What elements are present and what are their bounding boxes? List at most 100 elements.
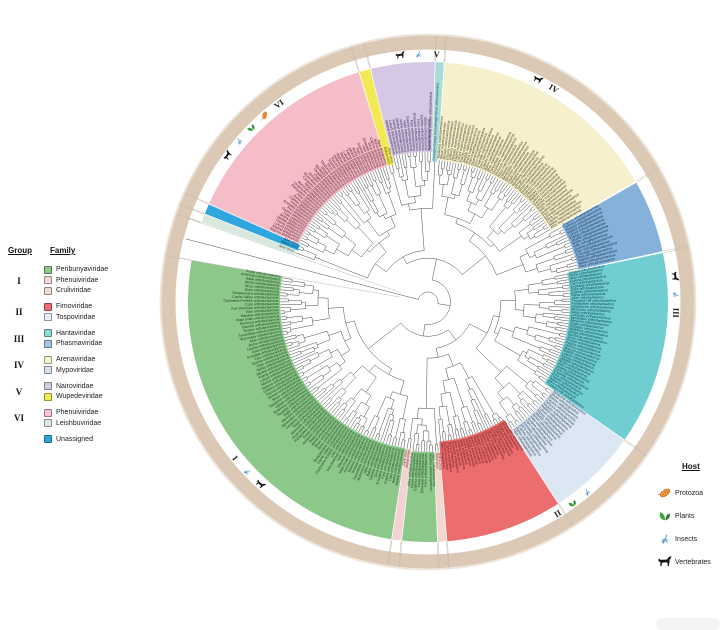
leaf-label: Dera orthonairovirus [416,119,422,151]
legend-family-item: Mypoviridae [44,366,94,375]
leaf-label: Dera emaravirus [448,441,456,467]
legend-family-item: Peribunyaviridae [44,265,108,274]
leaf-label: Nairobi sheep disease orthonairovirus [428,91,433,150]
leaf-label: Sororoca orthobunyavirus [239,317,280,326]
leaf-label: Macaua orthobunyavirus [241,311,280,318]
plant-icon [247,124,255,131]
legend-family-label: Nairoviridae [56,382,94,390]
leaf-label: Benevides orthohantavirus [570,315,612,324]
group-ring-label-II: II [552,507,563,519]
insect-icon [661,534,670,544]
sector-phenuiviridae-1 [392,448,412,541]
leaf-label: Bunyamwera orthobunyavirus [232,291,279,297]
leaf-label: Bahia emaravirus [443,442,450,470]
leaf-label: Faro orthohantavirus [570,278,603,286]
legend-family-label: Unassigned [56,435,93,443]
vertebrate-icon [395,50,405,59]
leaf-label: Bahia virus [383,147,392,165]
leaf-label: Bahia virus [437,453,442,471]
sector-peribunyaviridae-0 [188,260,406,540]
root-gap-edges [179,218,402,298]
leaf-label: Anhembi orthobunyavirus [241,272,281,282]
group-ring-label-I: I [230,454,240,463]
leaf-label: Madrid mammarenavirus [453,123,465,162]
legend-swatch [44,276,52,284]
leaf-label: Cachoeira Porteira orthobunyavirus [223,299,278,303]
sector-cruliviridae-3 [434,451,447,542]
legend-swatch [44,366,52,374]
leaf-label: Guama orthonairovirus [405,116,413,152]
leaf-label: Abre orthobunyavirus [407,452,414,486]
legend-family-label: Cruliviridae [56,287,92,294]
leaf-label: Dera orthobunyavirus [417,453,422,487]
sector-tospoviridae-5 [510,389,625,504]
leaf-label: Hato orthobunyavirus [431,453,436,487]
outer-ring-edge [159,33,697,571]
leaf-label: Faro orthobunyavirus [381,446,393,479]
corner-artifact [656,618,720,630]
legend-family-label: Phenuiviridae [56,276,99,284]
leaf-label: Oropouche orthohantavirus [571,304,614,310]
protozoa-icon [658,488,671,498]
leaf-label: Kairi orthobunyavirus [246,308,279,314]
legend-swatch [44,419,52,427]
leaf-label: Prospect Hill orthohantavirus [571,299,616,303]
leaf-label: Abre orthonairovirus [427,119,431,151]
legend-family-item: Hantaviridae [44,329,95,338]
leaf-label: Main Drain orthobunyavirus [236,314,279,322]
sector-unassigned-13 [204,204,301,251]
leaf-label: Bahia virus [281,239,299,249]
leaf-label: Abre orthobunyavirus [249,332,283,343]
leaf-label: Abre emaravirus [440,443,446,469]
legend-family-item: Phenuiviridae [44,408,98,417]
group-ring-label-V: V [433,49,440,59]
leaf-label: Faro orthobunyavirus [424,453,428,486]
leaf-label: Pahayokee orthohantavirus [571,302,614,307]
leaf-label: Fort Sherman orthobunyavirus [231,305,279,311]
leaf-label: Caimito orthonairovirus [420,115,425,151]
sector-phasmaviridae-7 [561,182,663,270]
legend-family-item: Cruliviridae [44,286,91,295]
legend-family-item: Arenaviridae [44,355,95,364]
leaf-label: Ilesha emaravirus [462,438,473,466]
leaf-label: Shuni mammarenavirus [439,122,447,159]
legend-family-item: Fimoviridae [44,302,92,311]
plant-icon [568,500,576,507]
leaf-label: Hato orthonairovirus [402,120,410,152]
host-legend-label: Vertebrates [675,558,711,566]
legend-family-label: Phasmaviridae [56,340,103,347]
legend-group-header: Group [8,246,32,255]
leaf-label: Acara orthobunyavirus [246,269,281,279]
leaf-label: Abre virus [402,449,408,465]
leaf-label: Faro orthonairovirus [409,120,416,152]
leaf-label: Nepuyo mammarenavirus [451,121,462,161]
leaf-label: Jatobal orthobunyavirus [395,449,405,487]
legend-group-numeral-III: III [13,333,25,344]
vertebrate-icon [671,271,680,281]
leaf-label: Enseada orthobunyavirus [420,453,425,493]
legend-swatch [44,329,52,337]
leaf-label: Birao orthobunyavirus [245,284,280,291]
vertebrate-icon [658,556,672,567]
legend-family-header: Family [50,246,76,255]
leaf-label: Oriboca mammarenavirus [448,120,458,161]
legend-group-numeral-II: II [15,307,23,318]
dendrogram [186,151,579,453]
host-legend-header: Host [682,462,700,471]
leaf-label: Abre orthohantavirus [571,295,604,300]
leaf-label: Almeirim orthohantavirus [570,318,609,327]
legend-family-item: Phasmaviridae [44,339,102,348]
sector-peribunyaviridae-2 [402,451,438,542]
leaf-label: Bahia orthohantavirus [571,292,605,297]
leaf-label: Bozo orthobunyavirus [245,288,279,294]
sector-arenaviridae-8 [437,62,636,231]
vertebrate-icon [533,75,544,84]
legend-family-item: Unassigned [44,435,93,444]
vertebrate-icon [255,480,267,489]
leaf-label: Caimito orthobunyavirus [413,453,419,491]
leaf-label: Zegla orthohantavirus [570,321,604,330]
legend-swatch [44,408,52,417]
leaf-label: Abre orthophasmavirus [579,257,615,269]
